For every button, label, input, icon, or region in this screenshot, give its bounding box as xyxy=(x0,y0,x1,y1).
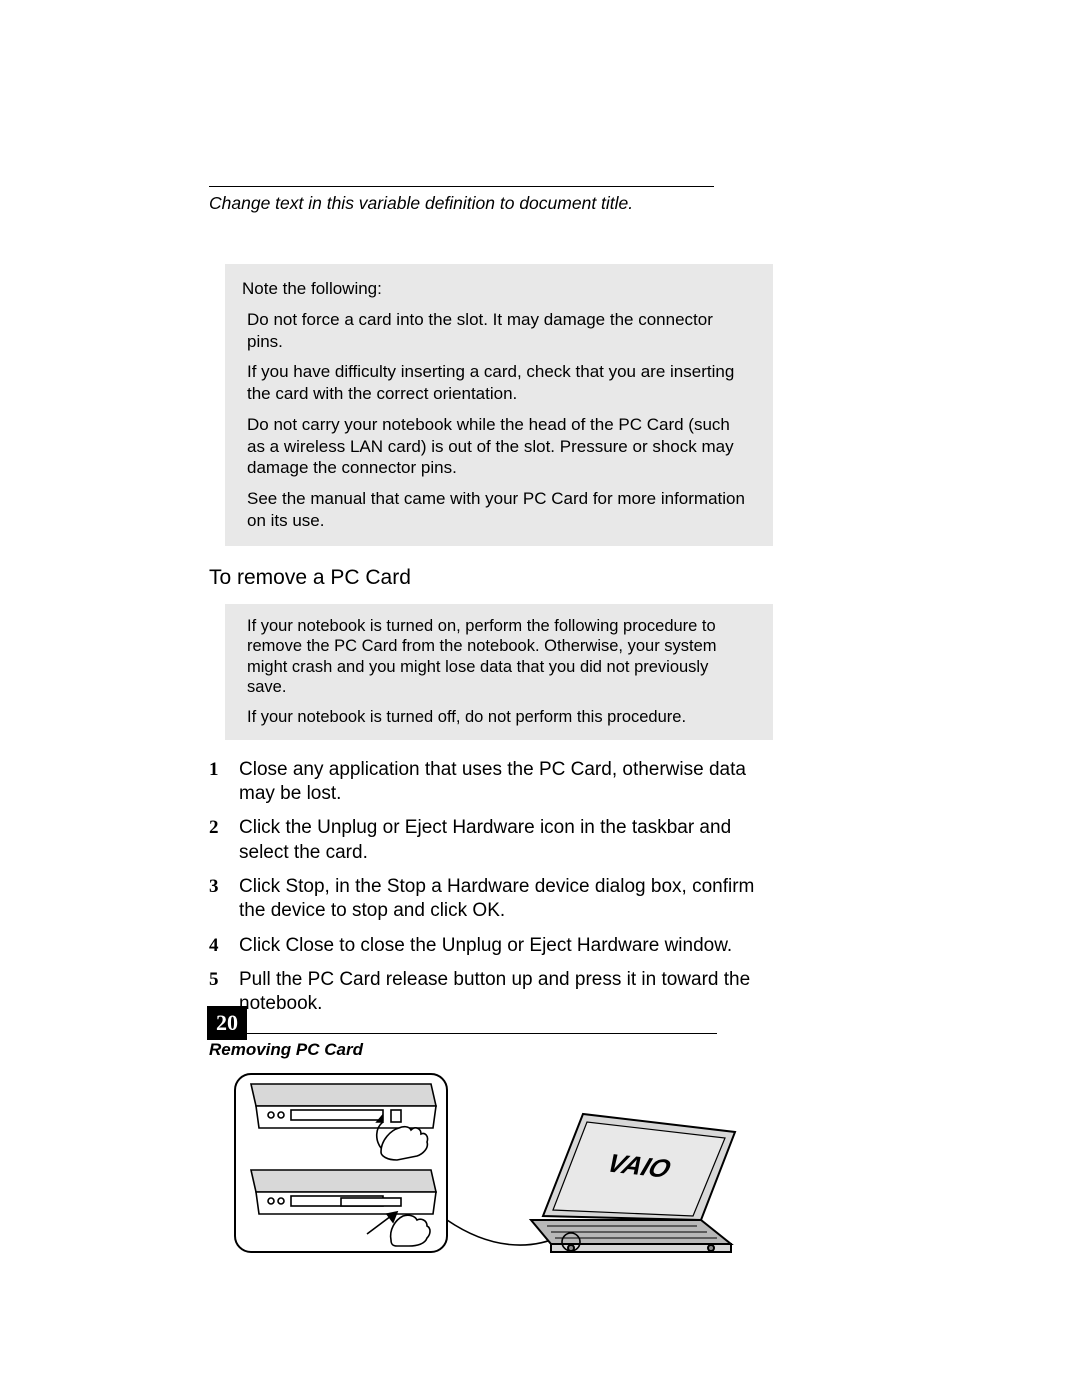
section-heading: To remove a PC Card xyxy=(209,566,773,590)
step-text: Click Close to close the Unplug or Eject… xyxy=(239,934,773,958)
header-rule xyxy=(209,186,714,187)
footer-rule xyxy=(247,1033,717,1034)
caution-paragraph: If your notebook is turned on, perform t… xyxy=(247,616,751,699)
content-column: Change text in this variable definition … xyxy=(209,186,773,1260)
steps-list: 1 Close any application that uses the PC… xyxy=(209,758,773,1017)
step-number: 4 xyxy=(209,934,239,958)
note-intro: Note the following: xyxy=(242,278,751,300)
running-header: Change text in this variable definition … xyxy=(209,193,773,214)
step-item: 1 Close any application that uses the PC… xyxy=(209,758,773,807)
step-number: 3 xyxy=(209,875,239,924)
laptop-illustration: VAIO xyxy=(531,1114,735,1252)
figure-removing-pc-card: VAIO xyxy=(231,1070,773,1260)
page-number: 20 xyxy=(207,1006,247,1040)
caution-paragraph: If your notebook is turned off, do not p… xyxy=(247,707,751,728)
step-item: 4 Click Close to close the Unplug or Eje… xyxy=(209,934,773,958)
note-item: Do not carry your notebook while the hea… xyxy=(247,414,751,479)
note-item: If you have difficulty inserting a card,… xyxy=(247,361,751,405)
figure-caption: Removing PC Card xyxy=(209,1040,773,1060)
note-item: See the manual that came with your PC Ca… xyxy=(247,488,751,532)
manual-page: Change text in this variable definition … xyxy=(0,0,1080,1397)
step-text: Click Stop, in the Stop a Hardware devic… xyxy=(239,875,773,924)
page-footer: 20 xyxy=(207,1006,717,1040)
step-number: 1 xyxy=(209,758,239,807)
step-text: Click the Unplug or Eject Hardware icon … xyxy=(239,816,773,865)
step-item: 3 Click Stop, in the Stop a Hardware dev… xyxy=(209,875,773,924)
caution-box: If your notebook is turned on, perform t… xyxy=(225,604,773,740)
step-number: 2 xyxy=(209,816,239,865)
step-text: Close any application that uses the PC C… xyxy=(239,758,773,807)
figure-svg: VAIO xyxy=(231,1070,741,1260)
step-item: 2 Click the Unplug or Eject Hardware ico… xyxy=(209,816,773,865)
note-item: Do not force a card into the slot. It ma… xyxy=(247,309,751,353)
note-box: Note the following: Do not force a card … xyxy=(225,264,773,546)
